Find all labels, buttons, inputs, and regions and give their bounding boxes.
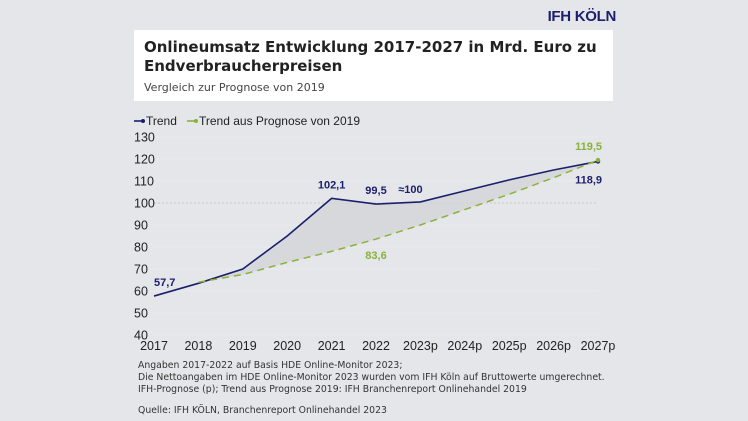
legend-marker (141, 119, 145, 123)
data-label: 57,7 (154, 277, 175, 289)
data-label: 83,6 (365, 250, 386, 262)
x-tick-label: 2026p (536, 339, 571, 353)
series-line-0 (153, 160, 599, 297)
x-tick-label: 2027p (581, 339, 616, 353)
series-line-1 (198, 159, 599, 283)
x-tick-label: 2025p (492, 339, 527, 353)
y-tick-label: 40 (134, 329, 148, 343)
x-tick-label: 2023p (403, 339, 438, 353)
legend-marker (194, 119, 198, 123)
note-line: Die Nettoangaben im HDE Online-Monitor 2… (138, 372, 605, 383)
data-label: 119,5 (575, 141, 602, 153)
title-box: Onlineumsatz Entwicklung 2017-2027 in Mr… (134, 30, 613, 101)
y-tick-label: 60 (134, 285, 148, 299)
x-tick-label: 2024p (447, 339, 482, 353)
legend-label: Trend aus Prognose von 2019 (199, 114, 360, 128)
source-note: Quelle: IFH KÖLN, Branchenreport Onlineh… (138, 405, 387, 416)
chart-subtitle: Vergleich zur Prognose von 2019 (144, 81, 325, 94)
footnotes: Angaben 2017-2022 auf Basis HDE Online-M… (138, 360, 605, 417)
data-label: 102,1 (318, 179, 346, 191)
y-tick-label: 100 (134, 197, 155, 211)
y-tick-label: 110 (134, 175, 154, 189)
note-line: IFH-Prognose (p); Trend aus Prognose 201… (138, 384, 527, 395)
x-tick-label: 2022 (362, 339, 390, 353)
y-tick-label: 50 (134, 307, 148, 321)
series-end-marker (595, 157, 601, 163)
data-label: ≈100 (398, 184, 422, 196)
legend-label: Trend (146, 114, 177, 128)
data-label: 118,9 (575, 174, 602, 186)
y-tick-label: 90 (134, 219, 148, 233)
x-tick-label: 2018 (184, 339, 212, 353)
y-tick-label: 70 (134, 263, 148, 277)
gap-area (198, 160, 598, 284)
ifh-koeln-logo: IFH KÖLN (547, 8, 617, 25)
x-tick-label: 2021 (318, 339, 346, 353)
data-label: 99,5 (365, 185, 386, 197)
y-tick-label: 130 (134, 131, 155, 145)
y-tick-label: 120 (134, 153, 155, 167)
chart-title: Onlineumsatz Entwicklung 2017-2027 in Mr… (144, 38, 597, 75)
note-line: Angaben 2017-2022 auf Basis HDE Online-M… (138, 360, 403, 371)
x-tick-label: 2017 (140, 339, 168, 353)
y-tick-label: 80 (134, 241, 148, 255)
x-tick-label: 2020 (273, 339, 301, 353)
x-tick-label: 2019 (229, 339, 257, 353)
